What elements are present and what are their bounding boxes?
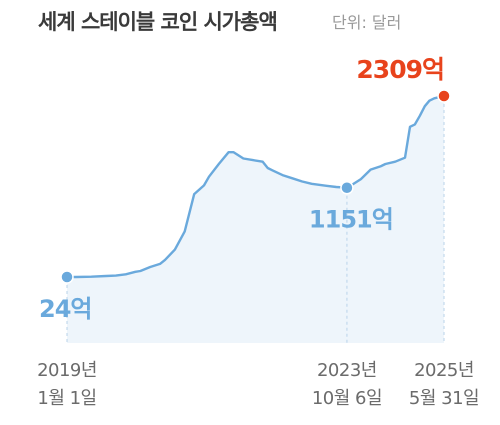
area-fill	[67, 96, 444, 343]
x-tick-date-0: 1월 1일	[37, 388, 96, 409]
data-label-2: 2309억	[356, 55, 444, 84]
data-point-1	[340, 180, 354, 195]
chart-title: 세계 스테이블 코인 시가총액	[38, 10, 277, 34]
chart-unit: 단위: 달러	[332, 13, 401, 32]
data-label-1: 1151억	[309, 206, 393, 234]
series-line	[65, 94, 446, 279]
x-axis-ticks: 2019년 1월 1일 2023년 10월 6일 2025년 5월 31일	[37, 360, 480, 409]
x-tick-year-0: 2019년	[37, 360, 97, 381]
x-tick-year-2: 2025년	[414, 360, 474, 381]
x-tick-date-2: 5월 31일	[409, 388, 479, 409]
data-point-0	[60, 270, 74, 284]
plot-area: 24억 1151억 2309억	[39, 55, 451, 343]
data-point-2	[437, 89, 451, 103]
x-tick-year-1: 2023년	[317, 360, 377, 381]
x-tick-date-1: 10월 6일	[312, 388, 382, 409]
data-label-0: 24억	[39, 295, 91, 323]
